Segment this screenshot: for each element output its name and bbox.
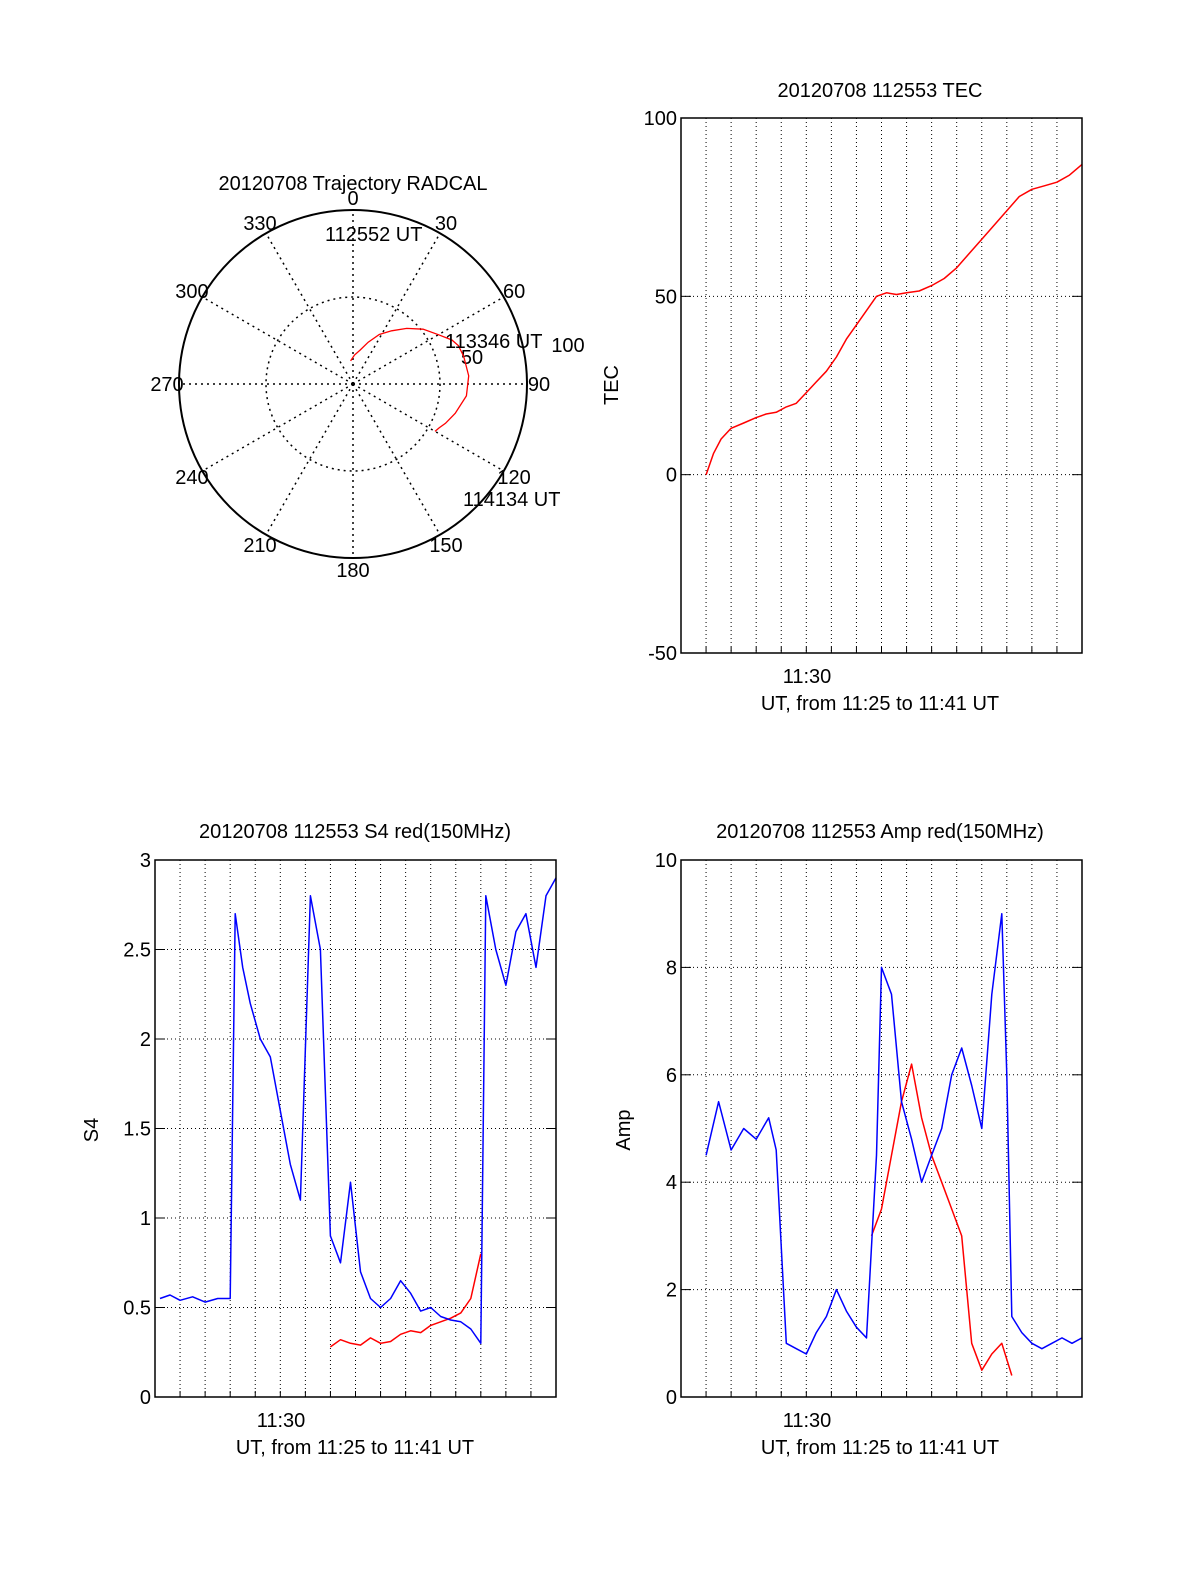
amp-plot-frame [680, 859, 1083, 1398]
azimuth-label-90: 90 [528, 374, 550, 396]
amp-ytick-label-10: 10 [655, 850, 677, 872]
azimuth-labels: 0 30 60 90 120 150 180 210 240 270 300 330 [150, 188, 550, 582]
polar-grid [179, 210, 527, 558]
amp-series-line-0 [870, 1063, 1013, 1376]
tec-plot-frame [680, 117, 1083, 654]
azimuth-label-330: 330 [243, 213, 276, 235]
tec-series-line-0 [705, 163, 1083, 475]
s4-ytick-label-1.5: 1.5 [123, 1119, 151, 1141]
s4-chart: 20120708 112553 S4 red(150MHz) 0 0.5 1 1.5 2… [81, 821, 557, 1459]
radial-label-100: 100 [551, 335, 584, 357]
s4-gridlines [155, 859, 556, 1398]
s4-ytick-label-0.5: 0.5 [123, 1298, 151, 1320]
tec-title: 20120708 112553 TEC [778, 80, 983, 102]
amp-ytick-label-0: 0 [666, 1387, 677, 1409]
s4-ytick-label-0: 0 [140, 1387, 151, 1409]
amp-ytick-label-2: 2 [666, 1280, 677, 1302]
polar-spoke-150 [352, 383, 441, 536]
polar-spoke-210 [265, 383, 354, 536]
azimuth-label-120: 120 [497, 467, 530, 489]
tec-ytick-label--50: -50 [648, 643, 677, 665]
azimuth-label-150: 150 [429, 535, 462, 557]
azimuth-label-240: 240 [175, 467, 208, 489]
trajectory-title: 20120708 Trajectory RADCAL [218, 173, 487, 195]
tec-xlabel: UT, from 11:25 to 11:41 UT [761, 693, 999, 715]
amp-xlabel: UT, from 11:25 to 11:41 UT [761, 1437, 999, 1459]
annotation-mid-time: 113346 UT [445, 331, 542, 353]
azimuth-label-210: 210 [243, 535, 276, 557]
tec-ticks: -50 0 50 100 [644, 108, 1082, 665]
tec-ytick-label-100: 100 [644, 108, 677, 130]
amp-ytick-label-8: 8 [666, 957, 677, 979]
s4-ytick-label-1: 1 [140, 1208, 151, 1230]
polar-spoke-30 [352, 232, 441, 385]
azimuth-label-30: 30 [435, 213, 457, 235]
amp-title: 20120708 112553 Amp red(150MHz) [716, 821, 1044, 843]
azimuth-label-270: 270 [150, 374, 183, 396]
amp-series-line-1 [705, 912, 1083, 1355]
tec-gridlines [681, 117, 1082, 654]
tec-xtick-label: 11:30 [783, 666, 832, 688]
amp-ylabel: Amp [613, 1109, 635, 1150]
s4-ytick-label-2: 2 [140, 1029, 151, 1051]
polar-spoke-240 [201, 383, 354, 472]
s4-ytick-label-3: 3 [140, 850, 151, 872]
azimuth-label-300: 300 [175, 281, 208, 303]
s4-ylabel: S4 [81, 1118, 103, 1142]
annotation-end-time: 114134 UT [463, 489, 560, 511]
amp-series [705, 912, 1083, 1376]
amp-ytick-label-4: 4 [666, 1172, 677, 1194]
polar-spoke-60 [352, 296, 505, 385]
s4-xlabel: UT, from 11:25 to 11:41 UT [236, 1437, 474, 1459]
s4-series-line-0 [329, 1253, 482, 1348]
tec-ytick-label-0: 0 [666, 465, 677, 487]
polar-spoke-300 [201, 296, 354, 385]
s4-xtick-label: 11:30 [257, 1410, 306, 1432]
azimuth-label-60: 60 [503, 281, 525, 303]
s4-series [159, 877, 557, 1348]
azimuth-label-180: 180 [336, 560, 369, 582]
polar-outer-circle [178, 209, 528, 559]
polar-spoke-120 [352, 383, 505, 472]
polar-spoke-330 [265, 232, 354, 385]
s4-ytick-label-2.5: 2.5 [123, 940, 151, 962]
trajectory-polar-chart: 20120708 Trajectory RADCAL 0 30 60 90 120 150… [150, 173, 584, 582]
trajectory-line-0 [350, 327, 470, 432]
amp-chart: 20120708 112553 Amp red(150MHz) 0246810 … [613, 821, 1083, 1459]
s4-ticks: 0 0.5 1 1.5 2 2.5 3 [123, 850, 556, 1409]
s4-series-line-1 [159, 877, 557, 1345]
tec-series [705, 163, 1083, 475]
amp-gridlines [681, 859, 1082, 1398]
s4-title: 20120708 112553 S4 red(150MHz) [199, 821, 511, 843]
amp-xtick-label: 11:30 [783, 1410, 832, 1432]
azimuth-label-0: 0 [347, 188, 358, 210]
trajectory-series [350, 327, 470, 432]
tec-ylabel: TEC [601, 365, 623, 405]
radial-label-50: 50 [461, 347, 483, 369]
s4-plot-frame [154, 859, 557, 1398]
annotation-start-time: 112552 UT [325, 224, 422, 246]
polar-inner-circle [265, 296, 441, 472]
tec-ytick-label-50: 50 [655, 286, 677, 308]
amp-ytick-label-6: 6 [666, 1065, 677, 1087]
